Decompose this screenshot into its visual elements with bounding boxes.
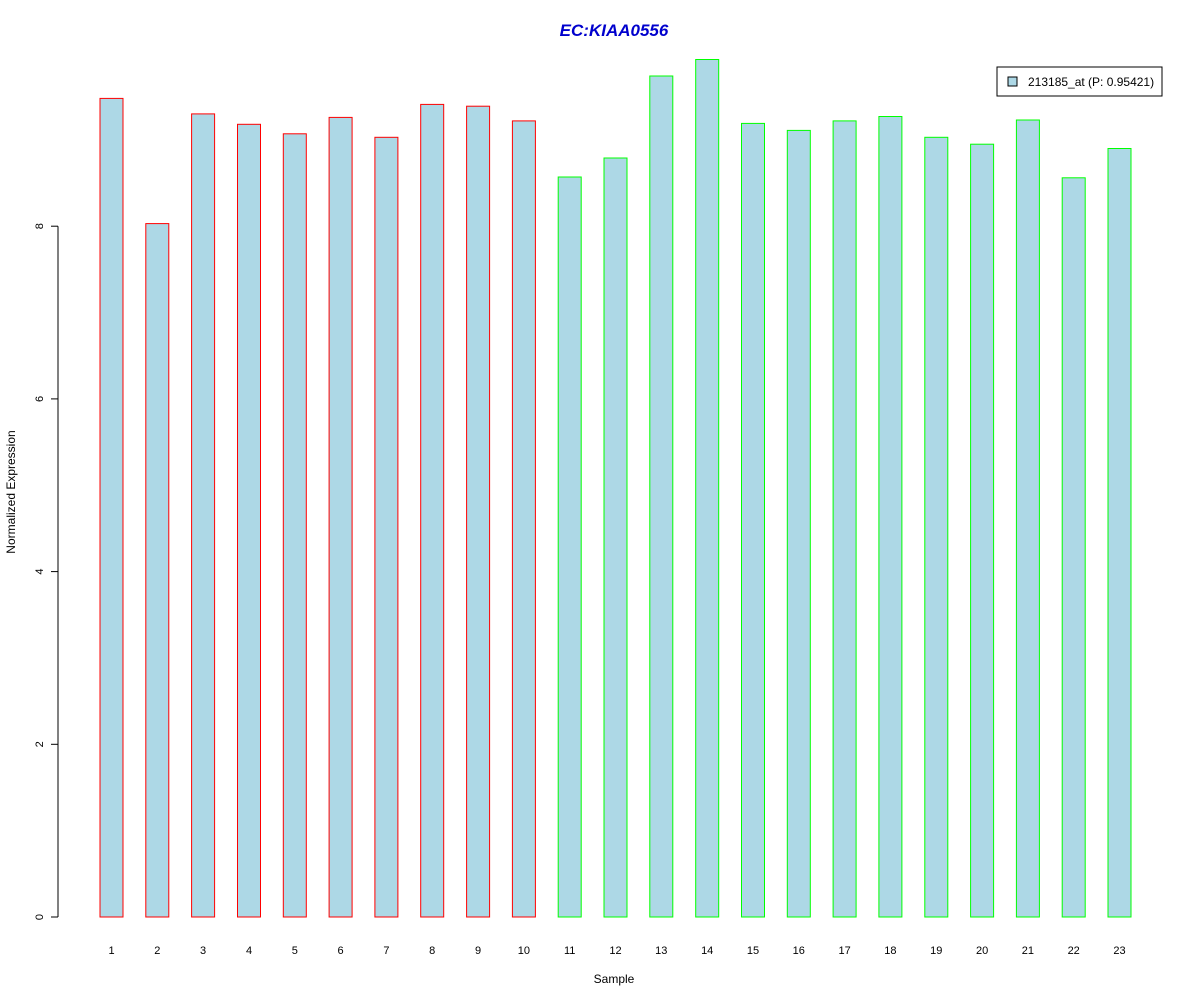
x-tick-label: 12: [609, 945, 621, 957]
chart-title: EC:KIAA0556: [560, 21, 669, 40]
y-axis-label: Normalized Expression: [4, 430, 18, 553]
x-tick-label: 6: [338, 945, 344, 957]
bar-sample-14: [695, 59, 720, 918]
bar-sample-21: [1015, 119, 1040, 918]
bar-sample-16: [786, 129, 811, 918]
x-tick-label: 4: [246, 945, 252, 957]
bar-sample-15: [741, 122, 765, 918]
bar-sample-6: [328, 116, 353, 918]
x-tick-label: 7: [383, 945, 389, 957]
bar-sample-13: [649, 75, 674, 918]
x-tick-label: 19: [930, 945, 942, 957]
bar-sample-22: [1061, 177, 1086, 918]
x-tick-label: 20: [976, 945, 988, 957]
legend-box: [996, 66, 1163, 97]
y-tick-label: 6: [34, 396, 46, 402]
x-tick-label: 3: [200, 945, 206, 957]
legend-swatch: [1007, 76, 1018, 87]
x-tick-label: 5: [292, 945, 298, 957]
x-tick-label: 17: [838, 945, 850, 957]
bar-sample-1: [99, 97, 124, 918]
x-tick-label: 16: [793, 945, 805, 957]
bar-sample-7: [374, 136, 399, 918]
bar-sample-18: [878, 116, 903, 918]
bar-sample-2: [145, 223, 170, 918]
x-tick-label: 14: [701, 945, 713, 957]
y-tick-label: 2: [34, 741, 46, 747]
legend-entry: 213185_at (P: 0.95421): [1028, 75, 1154, 89]
bar-sample-10: [511, 120, 536, 918]
x-tick-label: 2: [154, 945, 160, 957]
x-tick-label: 22: [1068, 945, 1080, 957]
bar-sample-20: [970, 143, 995, 918]
x-axis-label: Sample: [594, 972, 635, 986]
bar-sample-11: [557, 176, 582, 918]
bar-sample-8: [420, 103, 445, 918]
x-tick-label: 13: [655, 945, 667, 957]
y-tick-label: 0: [34, 914, 46, 920]
y-tick-label: 8: [34, 223, 46, 229]
bar-sample-3: [191, 113, 216, 918]
x-tick-label: 10: [518, 945, 530, 957]
x-tick-labels: 1 2 3 4 5 6 7 8 9 10 11 12 13 14 15 16 17 18 19 20 21 22 23: [108, 945, 1125, 957]
x-tick-label: 8: [429, 945, 435, 957]
bar-sample-5: [282, 133, 307, 918]
x-tick-label: 18: [884, 945, 896, 957]
bar-sample-4: [237, 123, 261, 918]
x-tick-label: 9: [475, 945, 481, 957]
bar-sample-12: [603, 157, 628, 918]
y-tick-label: 4: [34, 569, 46, 575]
y-axis: 0 2 4 6 8: [34, 223, 59, 920]
bars-group: [99, 59, 1132, 918]
x-tick-label: 15: [747, 945, 759, 957]
x-tick-label: 23: [1113, 945, 1125, 957]
bar-sample-17: [832, 120, 857, 918]
bar-sample-19: [924, 136, 949, 918]
x-tick-label: 21: [1022, 945, 1034, 957]
x-tick-label: 11: [564, 945, 575, 957]
legend: 213185_at (P: 0.95421): [996, 66, 1163, 97]
x-tick-label: 1: [108, 945, 114, 957]
bar-sample-23: [1107, 148, 1132, 918]
bar-sample-9: [466, 105, 491, 918]
